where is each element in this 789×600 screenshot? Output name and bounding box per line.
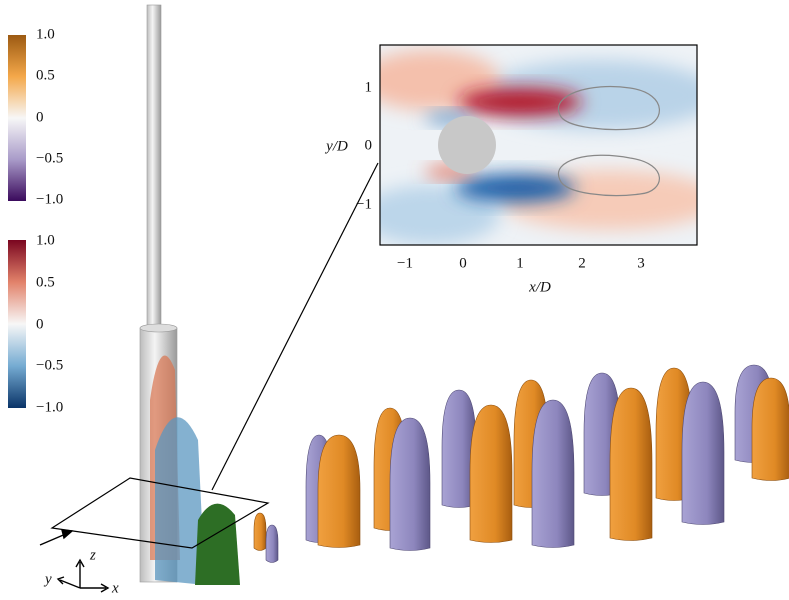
y-tick-label: 0 — [365, 137, 373, 153]
vortex — [254, 513, 266, 551]
colorbar-tick: 0.5 — [36, 67, 55, 83]
vortex — [266, 525, 278, 563]
vortex — [752, 378, 789, 481]
vortex — [318, 435, 360, 548]
colorbar-tick: −1.0 — [36, 191, 63, 207]
axis-y: y — [43, 571, 52, 587]
colorbar-tick: −1.0 — [36, 399, 63, 415]
x-tick-label: 1 — [516, 255, 524, 271]
axis-z: z — [89, 547, 96, 563]
colorbar-top — [8, 35, 26, 201]
vortex — [532, 400, 574, 548]
vortex — [470, 405, 512, 543]
cylinder — [140, 5, 240, 585]
colorbar-tick: 0.5 — [36, 274, 55, 290]
figure: 1.0 0.5 0 −0.5 −1.0 1.0 0.5 0 −0.5 −1.0 … — [0, 0, 789, 600]
y-tick-label: −1 — [356, 196, 372, 212]
colorbar-tick: −0.5 — [36, 357, 63, 373]
x-tick-label: 3 — [637, 255, 645, 271]
vortex-structures — [254, 365, 789, 563]
y-axis-label: y/D — [324, 138, 348, 154]
colorbar-tick: 0 — [36, 109, 44, 125]
x-axis-label: x/D — [528, 279, 551, 295]
vortex — [610, 388, 652, 541]
x-tick-label: 0 — [459, 255, 467, 271]
colorbar-tick: 1.0 — [36, 232, 55, 248]
vortex — [682, 382, 724, 525]
axis-x: x — [111, 580, 119, 596]
inset-field — [360, 45, 720, 245]
y-tick-label: 1 — [365, 79, 373, 95]
colorbar-tick: 0 — [36, 316, 44, 332]
colorbar-tick: 1.0 — [36, 26, 55, 42]
colorbar-bottom — [8, 240, 26, 408]
vortex — [390, 418, 430, 551]
connector-line — [212, 163, 378, 490]
colorbar-tick: −0.5 — [36, 150, 63, 166]
x-tick-label: −1 — [397, 255, 413, 271]
x-tick-label: 2 — [578, 255, 586, 271]
